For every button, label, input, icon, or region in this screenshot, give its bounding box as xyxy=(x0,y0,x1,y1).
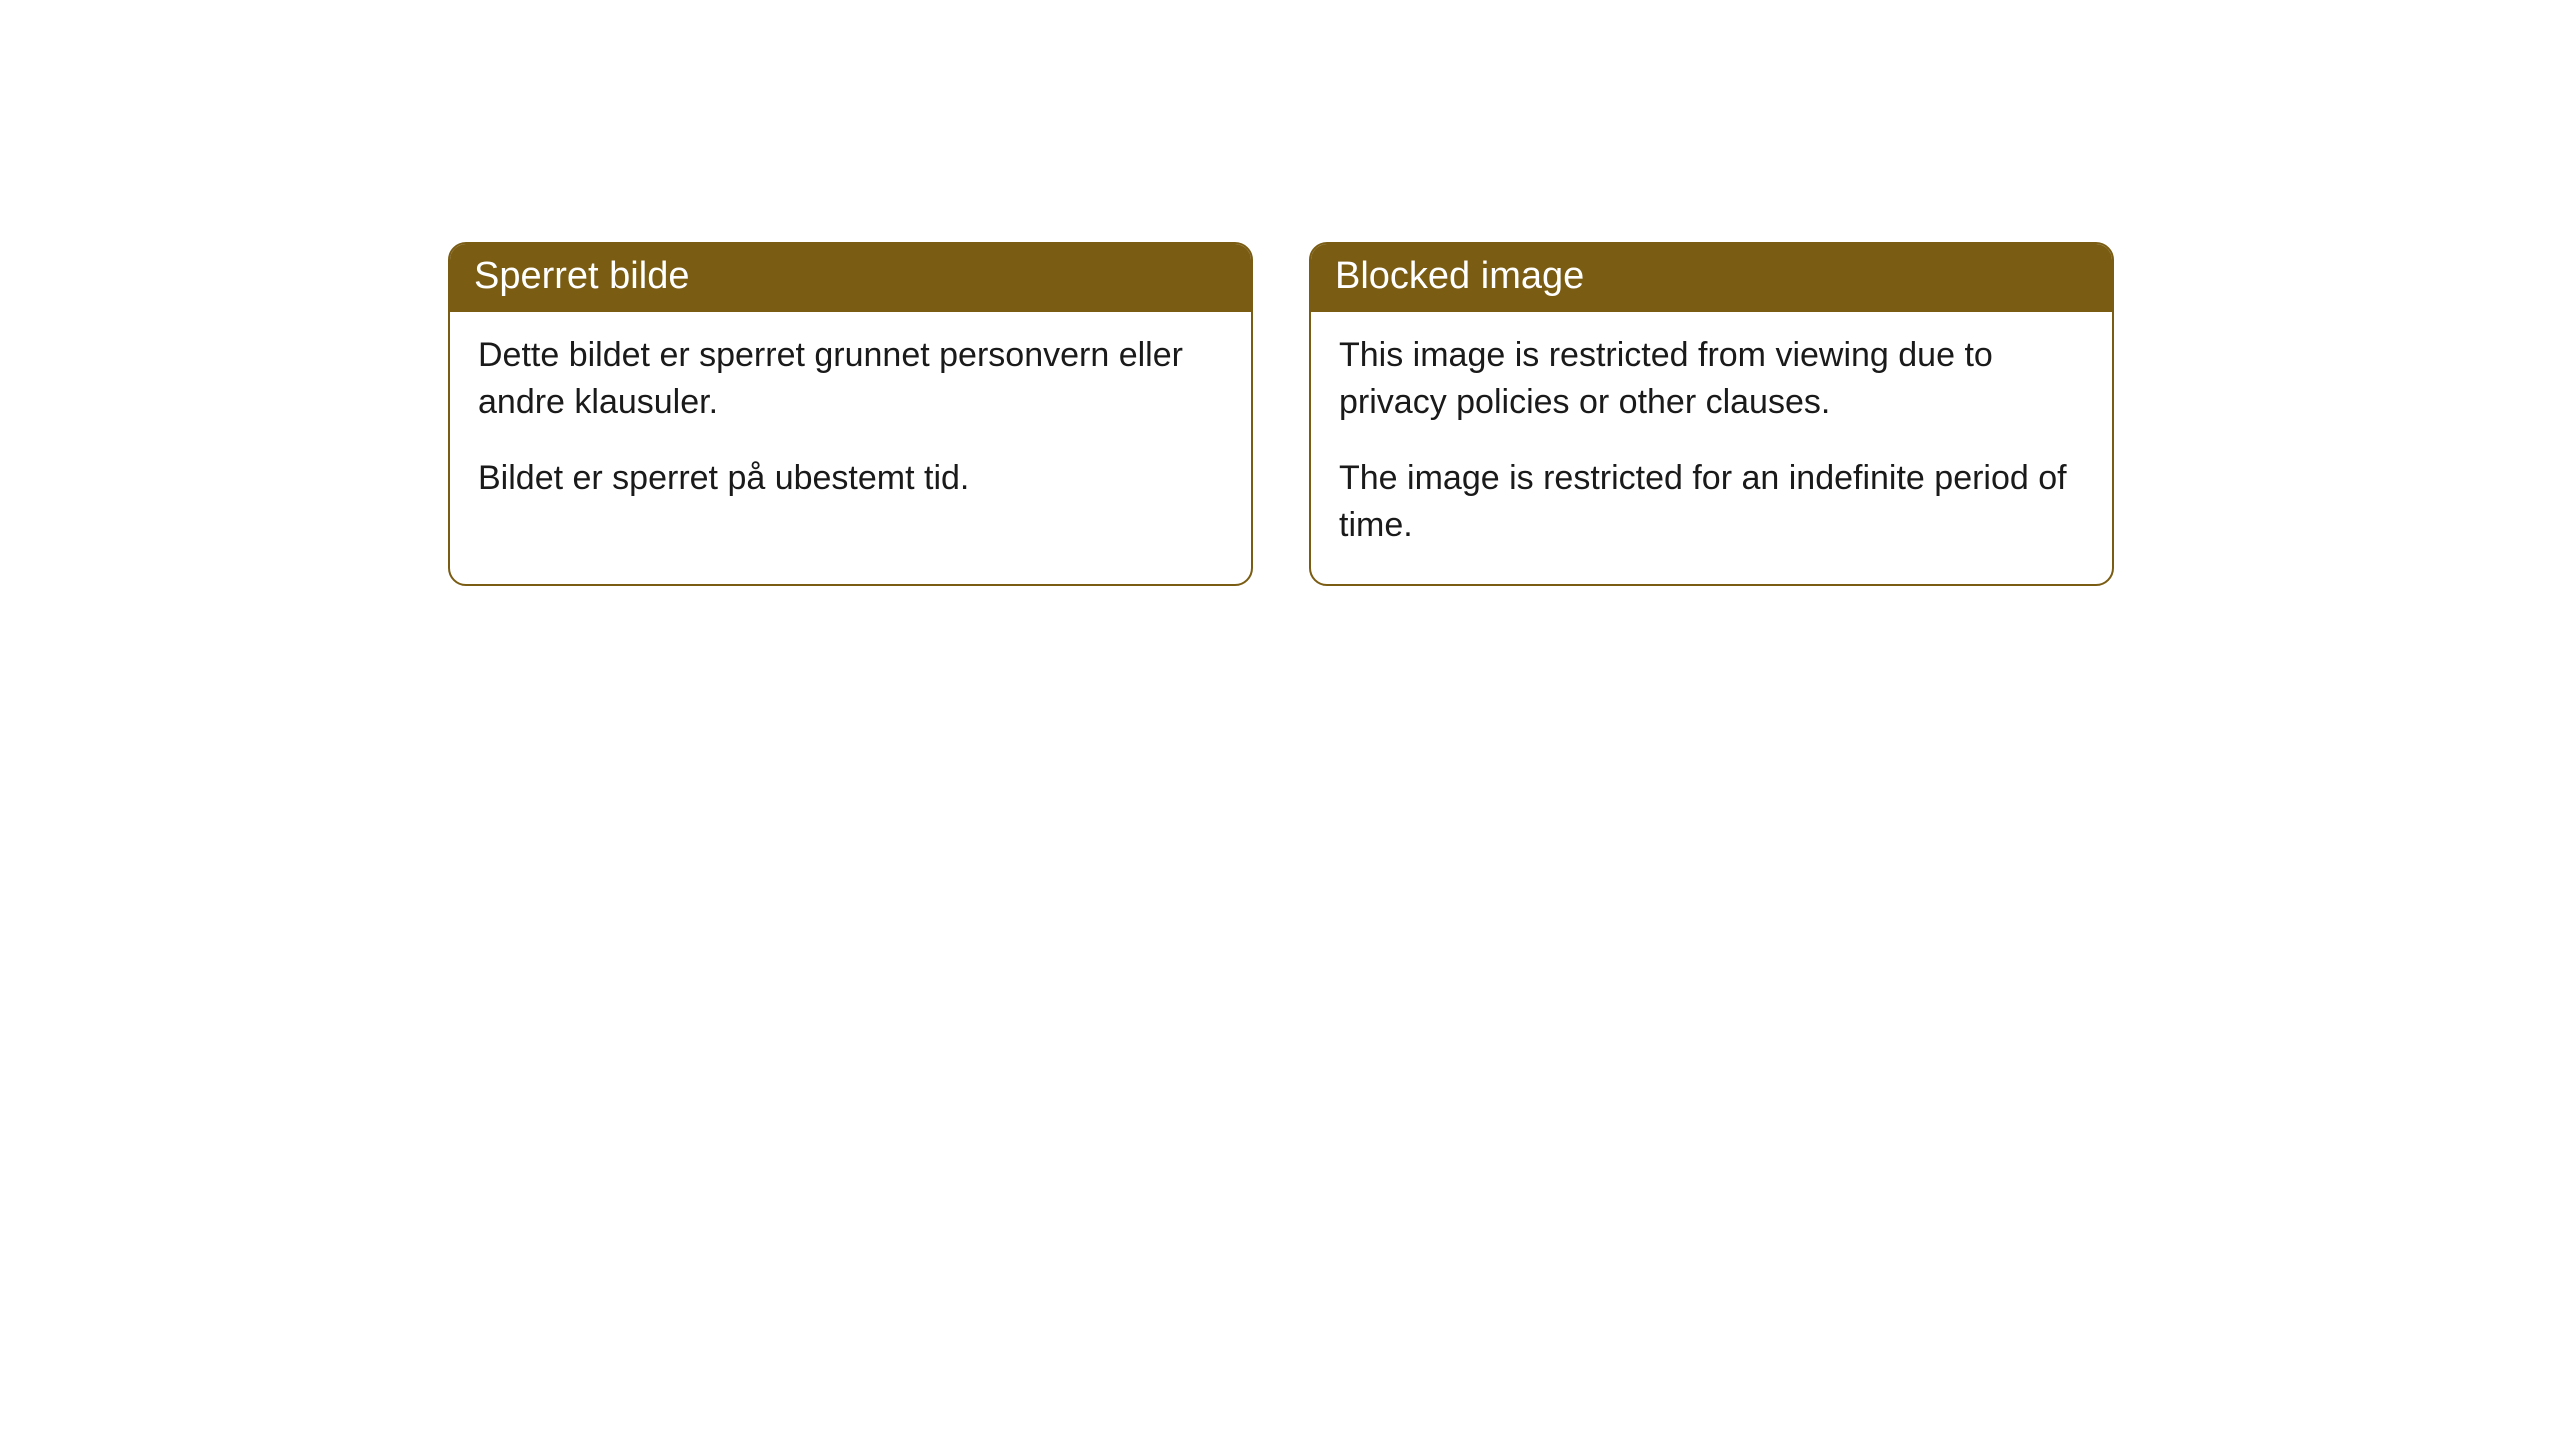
card-header-english: Blocked image xyxy=(1311,244,2112,312)
card-title: Sperret bilde xyxy=(474,255,689,297)
notice-cards-container: Sperret bilde Dette bildet er sperret gr… xyxy=(448,242,2114,586)
card-paragraph: The image is restricted for an indefinit… xyxy=(1339,455,2084,550)
card-body-norwegian: Dette bildet er sperret grunnet personve… xyxy=(450,312,1251,537)
notice-card-english: Blocked image This image is restricted f… xyxy=(1309,242,2114,586)
card-paragraph: Dette bildet er sperret grunnet personve… xyxy=(478,332,1223,427)
card-title: Blocked image xyxy=(1335,255,1584,297)
card-paragraph: Bildet er sperret på ubestemt tid. xyxy=(478,455,1223,503)
card-paragraph: This image is restricted from viewing du… xyxy=(1339,332,2084,427)
notice-card-norwegian: Sperret bilde Dette bildet er sperret gr… xyxy=(448,242,1253,586)
card-header-norwegian: Sperret bilde xyxy=(450,244,1251,312)
card-body-english: This image is restricted from viewing du… xyxy=(1311,312,2112,584)
